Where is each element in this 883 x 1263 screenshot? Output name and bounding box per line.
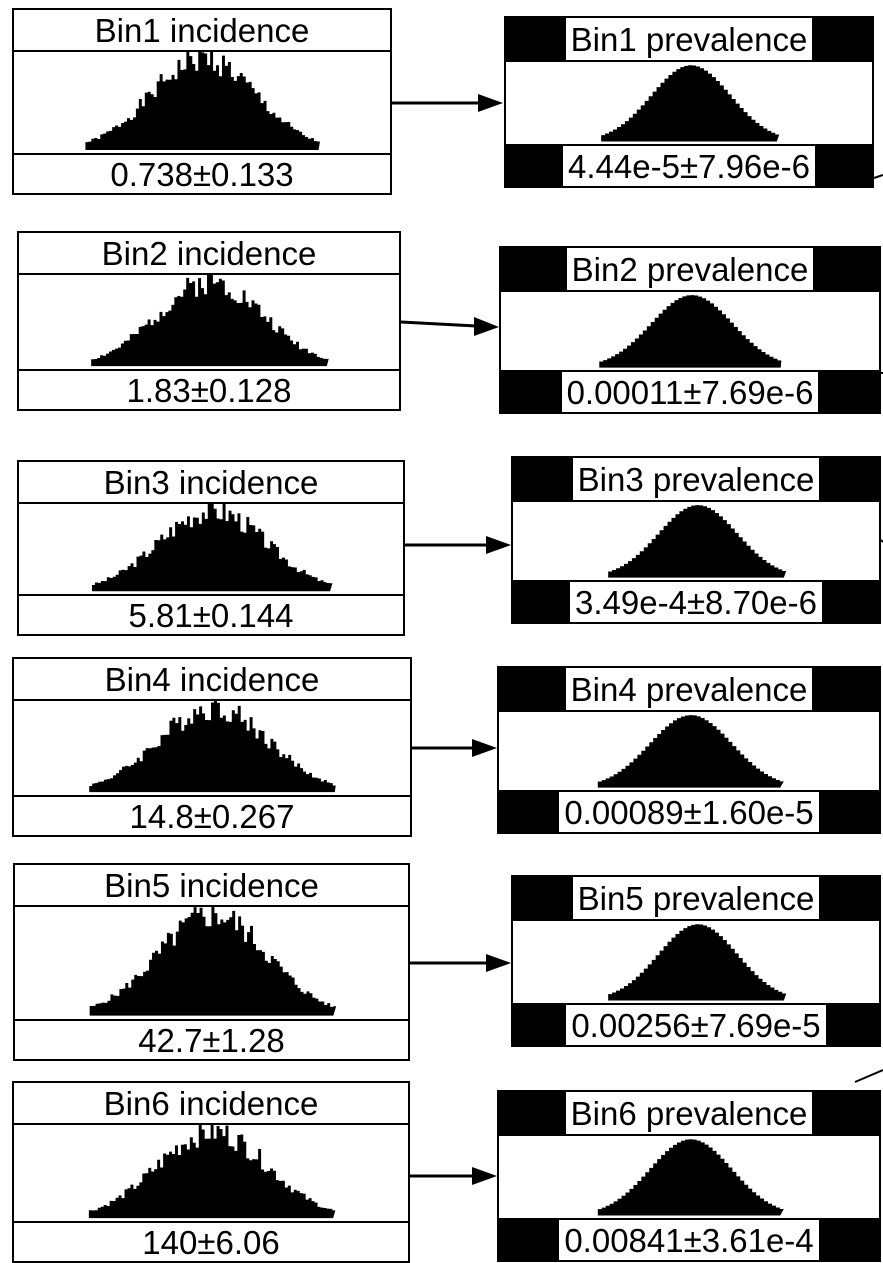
offscreen-link <box>873 174 883 179</box>
distribution-histogram <box>19 275 399 369</box>
node-title: Bin3 prevalence <box>513 458 879 502</box>
node-value: 0.00841±3.61e-4 <box>499 1218 879 1260</box>
histogram-silhouette <box>88 1125 336 1219</box>
node-value: 0.00011±7.69e-6 <box>501 370 879 412</box>
distribution-histogram <box>14 52 390 153</box>
node-value: 0.00256±7.69e-5 <box>513 1003 879 1045</box>
bin6-arrowhead <box>472 1167 497 1185</box>
histogram-silhouette <box>89 907 337 1016</box>
histogram-silhouette <box>89 701 336 793</box>
node-value: 1.83±0.128 <box>19 369 399 409</box>
node-value: 4.44e-5±7.96e-6 <box>506 144 872 186</box>
histogram-silhouette <box>91 504 333 592</box>
bin4-prevalence-node[interactable]: Bin4 prevalence 0.00089±1.60e-5 <box>497 666 881 834</box>
histogram-silhouette <box>608 924 787 1001</box>
node-value: 0.738±0.133 <box>14 153 390 193</box>
histogram-silhouette <box>597 1139 784 1216</box>
node-title: Bin5 incidence <box>15 865 408 907</box>
node-value: 3.49e-4±8.70e-6 <box>513 580 879 622</box>
histogram-silhouette <box>91 275 329 367</box>
distribution-histogram <box>499 712 879 790</box>
bin2-prevalence-node[interactable]: Bin2 prevalence 0.00011±7.69e-6 <box>499 246 881 414</box>
node-title: Bin4 incidence <box>14 659 410 701</box>
bin2-incidence-node[interactable]: Bin2 incidence 1.83±0.128 <box>17 231 401 411</box>
node-value: 14.8±0.267 <box>14 795 410 835</box>
bin5-arrowhead <box>486 954 511 972</box>
bin1-arrowhead <box>478 94 503 112</box>
bin4-arrowhead <box>472 739 497 757</box>
node-title: Bin1 prevalence <box>506 18 872 62</box>
node-value: 42.7±1.28 <box>15 1019 408 1059</box>
histogram-silhouette <box>599 295 782 368</box>
node-value: 140±6.06 <box>14 1221 408 1261</box>
distribution-histogram <box>513 921 879 1003</box>
node-title: Bin2 incidence <box>19 233 399 275</box>
offscreen-link <box>854 1069 883 1083</box>
node-title: Bin6 incidence <box>14 1083 408 1125</box>
bin5-incidence-node[interactable]: Bin5 incidence 42.7±1.28 <box>13 863 410 1061</box>
distribution-histogram <box>15 907 408 1019</box>
node-value: 5.81±0.144 <box>19 594 403 634</box>
histogram-silhouette <box>601 65 780 142</box>
distribution-histogram <box>501 292 879 370</box>
histogram-silhouette <box>597 715 784 788</box>
node-title: Bin1 incidence <box>14 10 390 52</box>
node-title: Bin2 prevalence <box>501 248 879 292</box>
bin3-prevalence-node[interactable]: Bin3 prevalence 3.49e-4±8.70e-6 <box>511 456 881 624</box>
bin2-arrowhead <box>474 317 499 336</box>
bin3-arrowhead <box>486 536 511 554</box>
node-title: Bin6 prevalence <box>499 1092 879 1136</box>
bin4-incidence-node[interactable]: Bin4 incidence 14.8±0.267 <box>12 657 412 837</box>
bin2-arrow <box>400 320 477 328</box>
bin5-prevalence-node[interactable]: Bin5 prevalence 0.00256±7.69e-5 <box>511 875 881 1047</box>
distribution-histogram <box>513 502 879 580</box>
distribution-histogram <box>14 1125 408 1221</box>
distribution-histogram <box>14 701 410 795</box>
node-title: Bin5 prevalence <box>513 877 879 921</box>
bin3-incidence-node[interactable]: Bin3 incidence 5.81±0.144 <box>17 460 405 636</box>
bin1-prevalence-node[interactable]: Bin1 prevalence 4.44e-5±7.96e-6 <box>504 16 874 188</box>
distribution-histogram <box>19 504 403 594</box>
histogram-silhouette <box>85 52 320 150</box>
bin6-incidence-node[interactable]: Bin6 incidence 140±6.06 <box>12 1081 410 1263</box>
node-title: Bin3 incidence <box>19 462 403 504</box>
node-title: Bin4 prevalence <box>499 668 879 712</box>
bin1-incidence-node[interactable]: Bin1 incidence 0.738±0.133 <box>12 8 392 195</box>
distribution-histogram <box>506 62 872 144</box>
distribution-histogram <box>499 1136 879 1218</box>
histogram-silhouette <box>608 505 787 578</box>
node-value: 0.00089±1.60e-5 <box>499 790 879 832</box>
